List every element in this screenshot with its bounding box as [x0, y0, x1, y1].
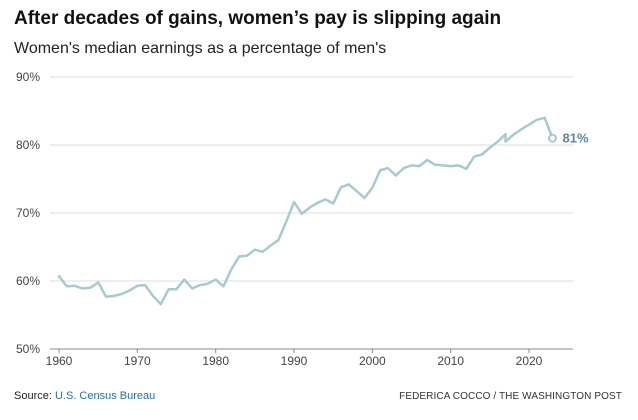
y-axis-ticks: 50% 60% 70% 80% 90% [16, 70, 40, 356]
series-line-0 [57, 116, 554, 306]
source-link[interactable]: U.S. Census Bureau [54, 390, 156, 402]
x-tick-label-1990: 1990 [281, 354, 308, 368]
end-point-marker [548, 133, 557, 143]
series-layer: 81% [57, 116, 589, 306]
y-tick-label-50: 50% [16, 342, 40, 356]
chart-title: After decades of gains, women’s pay is s… [14, 8, 502, 29]
x-tick-label-1980: 1980 [202, 354, 229, 368]
x-axis-ticks: 1960 1970 1980 1990 2000 2010 2020 [46, 349, 543, 368]
y-tick-label-80: 80% [16, 138, 40, 152]
source-note: Source: U.S. Census Bureau [14, 390, 155, 402]
x-tick-label-1970: 1970 [124, 354, 151, 368]
x-tick-label-2020: 2020 [516, 354, 543, 368]
x-tick-label-1960: 1960 [46, 354, 73, 368]
y-tick-label-60: 60% [16, 274, 40, 288]
gridlines [50, 76, 573, 350]
credit-line: FEDERICA COCCO / THE WASHINGTON POST [399, 391, 622, 402]
x-tick-label-2010: 2010 [437, 354, 464, 368]
x-tick-label-2000: 2000 [359, 354, 386, 368]
end-value-label: 81% [563, 131, 589, 146]
y-tick-label-70: 70% [16, 206, 40, 220]
chart-subtitle: Women's median earnings as a percentage … [14, 40, 387, 57]
source-prefix: Source: [14, 390, 55, 402]
footer: Source: U.S. Census Bureau FEDERICA COCC… [14, 390, 622, 402]
y-tick-label-90: 90% [16, 70, 40, 84]
